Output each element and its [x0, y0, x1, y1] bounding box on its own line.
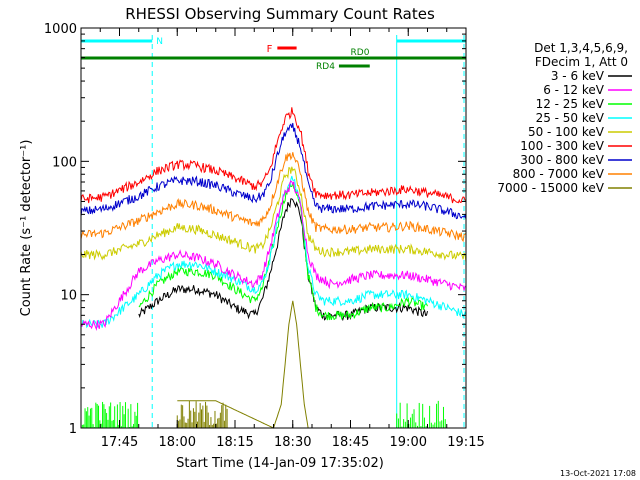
series-line [80, 152, 467, 243]
legend-header: Det 1,3,4,5,6,9, [534, 41, 628, 55]
x-tick-label: 18:30 [274, 435, 311, 450]
y-tick-label: 1 [69, 422, 77, 437]
chart-title: RHESSI Observing Summary Count Rates [125, 5, 435, 23]
footer-date: 13-Oct-2021 17:08 [560, 469, 636, 478]
legend-label: 6 - 12 keV [543, 83, 605, 97]
y-tick-label: 100 [52, 155, 77, 170]
y-tick-label: 10 [60, 289, 77, 304]
x-tick-label: 17:45 [101, 435, 138, 450]
series-line [80, 166, 467, 263]
legend-label: 12 - 25 keV [536, 97, 605, 111]
series-line [80, 107, 467, 204]
legend-label: 25 - 50 keV [536, 111, 605, 125]
flare-flag-label: F [267, 44, 273, 55]
y-axis-ticks: 1 10 100 1000 [44, 22, 466, 437]
legend-label: 300 - 800 keV [520, 153, 604, 167]
series-line [80, 175, 467, 329]
legend-label: 800 - 7000 keV [513, 167, 605, 181]
x-tick-label: 18:00 [159, 435, 196, 450]
y-tick-label: 1000 [44, 22, 77, 37]
series-line [177, 300, 312, 429]
x-axis-label: Start Time (14-Jan-09 17:35:02) [176, 456, 384, 471]
series-line [138, 182, 428, 321]
rd0-label: RD0 [351, 48, 370, 58]
series-line [80, 180, 467, 332]
night-label: N [156, 37, 163, 47]
series-line [80, 122, 467, 220]
x-tick-label: 19:00 [390, 435, 427, 450]
x-tick-label: 19:15 [447, 435, 484, 450]
x-axis-ticks: 17:45 18:00 18:15 18:30 18:45 19:00 19:15 [80, 28, 485, 450]
legend-label: 7000 - 15000 keV [497, 181, 604, 195]
legend: Det 1,3,4,5,6,9,FDecim 1, Att 03 - 6 keV… [497, 41, 632, 195]
y-axis-label: Count Rate (s⁻¹ detector⁻¹) [19, 140, 34, 317]
rd4-label: RD4 [316, 62, 335, 72]
legend-label: 3 - 6 keV [551, 69, 605, 83]
legend-header: FDecim 1, Att 0 [535, 55, 628, 69]
x-tick-label: 18:15 [216, 435, 253, 450]
x-tick-label: 18:45 [332, 435, 369, 450]
plot-area: N F RD0 RD4 [80, 35, 467, 429]
legend-label: 100 - 300 keV [520, 139, 604, 153]
legend-label: 50 - 100 keV [528, 125, 605, 139]
